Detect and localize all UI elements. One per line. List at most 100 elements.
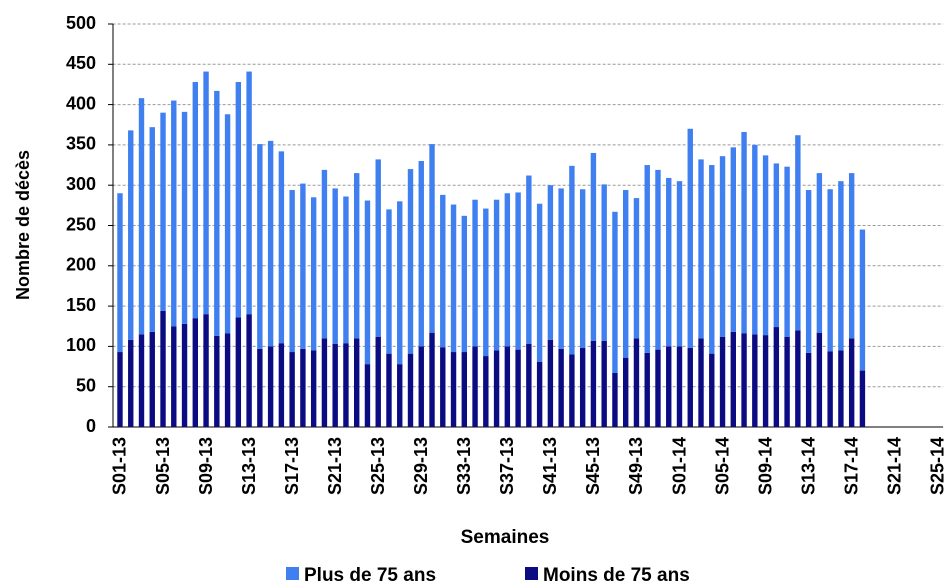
bar-segment <box>676 181 683 347</box>
x-tick-label: S17-14 <box>841 437 861 495</box>
bar-segment <box>418 161 424 347</box>
bar-segment <box>354 173 360 339</box>
bar-segment <box>762 155 769 336</box>
y-tick-label: 200 <box>66 255 96 275</box>
bar-segment <box>267 346 274 427</box>
bar-segment <box>536 361 543 427</box>
bar-segment <box>483 208 489 357</box>
bar-segment <box>773 163 780 328</box>
bar-segment <box>612 211 618 373</box>
bar-segment <box>805 190 812 353</box>
bar-segment <box>504 193 511 347</box>
bar-segment <box>310 197 317 351</box>
bar-segment <box>354 338 360 427</box>
bar-segment <box>687 348 693 427</box>
y-tick-label: 500 <box>66 13 96 33</box>
bar-segment <box>246 71 252 315</box>
y-tick-label: 450 <box>66 53 96 73</box>
bar-segment <box>461 352 467 427</box>
bar-segment <box>128 339 134 427</box>
bar-segment <box>321 338 328 427</box>
bar-segment <box>827 351 833 427</box>
bar-segment <box>257 144 263 349</box>
legend-label: Plus de 75 ans <box>304 565 436 586</box>
bar-segment <box>569 165 575 355</box>
x-tick-label: S13-14 <box>798 437 818 495</box>
y-tick-label: 150 <box>66 295 96 315</box>
bar-segment <box>590 152 597 341</box>
y-axis-label: Nombre de décès <box>13 150 33 300</box>
bar-segment <box>192 318 198 427</box>
bar-segment <box>343 343 349 427</box>
bar-segment <box>246 314 252 427</box>
bar-segment <box>429 144 435 333</box>
bar-segment <box>816 332 823 427</box>
bar-segment <box>579 189 586 349</box>
bar-segment <box>138 334 145 427</box>
bar-segment <box>547 339 554 427</box>
bar-segment <box>160 112 166 311</box>
bar-segment <box>310 350 317 427</box>
bar-segment <box>138 98 145 335</box>
bar-segment <box>526 343 532 427</box>
bar-segment <box>709 165 715 354</box>
bar-segment <box>300 348 306 427</box>
bar-segment <box>343 196 349 344</box>
bar-segment <box>386 353 392 427</box>
bar-segment <box>472 199 478 347</box>
x-axis-label: Semaines <box>461 527 550 548</box>
y-tick-label: 400 <box>66 93 96 113</box>
bar-segment <box>203 314 209 427</box>
bar-segment <box>397 201 403 365</box>
bar-segment <box>181 111 188 324</box>
y-tick-label: 250 <box>66 214 96 234</box>
bar-segment <box>332 188 338 344</box>
bar-segment <box>267 140 274 347</box>
bar-segment <box>418 346 424 427</box>
x-tick-label: S45-13 <box>583 437 603 495</box>
bar-segment <box>633 198 640 339</box>
bar-segment <box>171 100 177 327</box>
bar-segment <box>128 130 134 340</box>
bar-segment <box>762 335 769 427</box>
legend-label: Moins de 75 ans <box>543 565 690 586</box>
bar-segment <box>440 347 446 427</box>
bar-segment <box>321 169 328 339</box>
bar-segment <box>784 336 790 427</box>
bar-segment <box>709 353 715 427</box>
bar-segment <box>633 338 640 427</box>
x-tick-label: S17-13 <box>282 437 302 495</box>
bar-segment <box>278 151 285 344</box>
bar-segment <box>730 147 736 332</box>
bar-segment <box>364 364 371 427</box>
bar-segment <box>235 82 242 318</box>
bar-segment <box>192 82 198 319</box>
bar-segment <box>386 209 392 354</box>
bar-segment <box>666 177 672 347</box>
x-tick-label: S13-13 <box>239 437 259 495</box>
bar-segment <box>461 215 467 353</box>
x-tick-label: S49-13 <box>626 437 646 495</box>
y-tick-label: 0 <box>86 416 96 436</box>
y-tick-label: 100 <box>66 335 96 355</box>
bar-segment <box>773 327 780 427</box>
x-tick-label: S41-13 <box>540 437 560 495</box>
legend-swatch <box>525 567 538 580</box>
bar-segment <box>515 349 521 427</box>
bar-segment <box>655 349 661 427</box>
x-tick-label: S09-14 <box>755 437 775 495</box>
bar-segment <box>483 356 489 427</box>
bar-segment <box>612 372 618 427</box>
bar-segment <box>289 352 295 427</box>
bar-segment <box>859 370 866 427</box>
bar-segment <box>795 135 801 331</box>
bar-segment <box>214 335 220 427</box>
bar-segment <box>816 173 823 333</box>
x-tick-label: S25-13 <box>368 437 388 495</box>
bar-segment <box>181 323 188 427</box>
bar-segment <box>224 114 231 334</box>
x-tick-label: S05-13 <box>153 437 173 495</box>
x-tick-label: S33-13 <box>454 437 474 495</box>
bar-segment <box>235 317 242 427</box>
